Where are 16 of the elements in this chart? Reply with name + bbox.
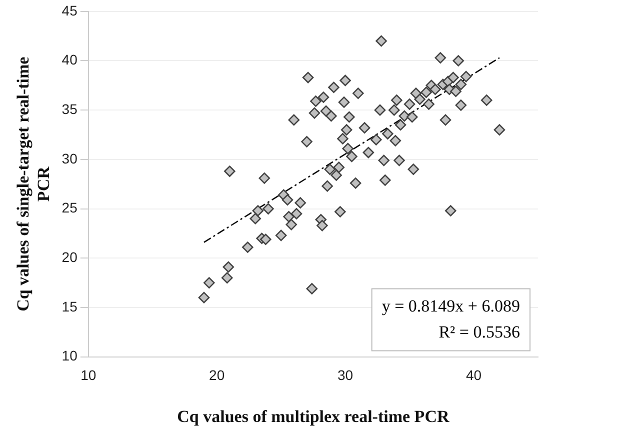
y-tick-label: 15 (62, 298, 78, 314)
annotation: y = 0.8149x + 6.089 (382, 296, 520, 316)
x-tick-label: 30 (338, 367, 354, 384)
x-tick-label: 20 (209, 367, 225, 384)
y-tick-label: 10 (62, 348, 78, 364)
y-tick-label: 20 (62, 248, 78, 265)
x-tick-label: 40 (466, 367, 482, 384)
y-tick-label: 45 (62, 2, 78, 18)
y-tick-label: 35 (62, 100, 78, 117)
x-tick-label: 10 (80, 367, 96, 384)
y-tick-label: 25 (62, 200, 78, 216)
annotation: R² = 0.5536 (438, 322, 520, 342)
x-axis-title: Cq values of multiplex real-time PCR (177, 407, 450, 426)
y-axis-title: Cq values of single-target real-time PCR (14, 56, 53, 312)
y-tick-label: 40 (62, 52, 78, 68)
y-tick-label: 30 (62, 150, 78, 166)
